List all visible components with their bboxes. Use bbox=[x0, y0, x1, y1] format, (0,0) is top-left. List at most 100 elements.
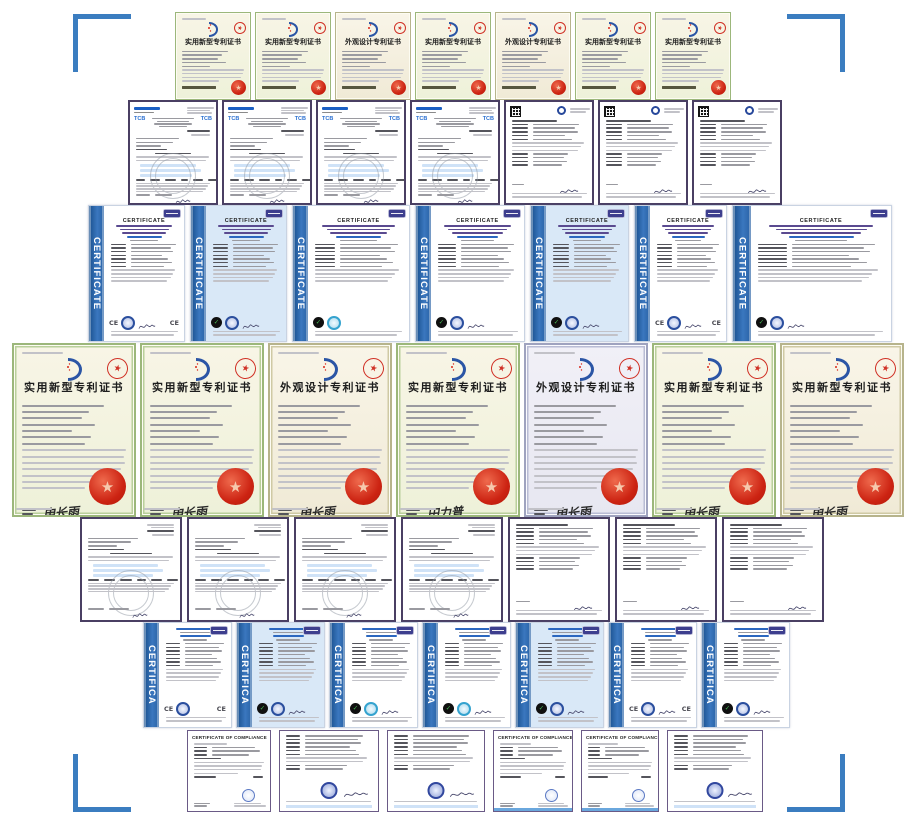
kc-certificate-thumbnail[interactable] bbox=[692, 100, 782, 205]
text-line bbox=[438, 254, 457, 257]
fields-certificate-thumbnail[interactable] bbox=[387, 730, 485, 812]
text-line bbox=[512, 120, 558, 122]
text-line bbox=[657, 265, 672, 268]
text-line bbox=[790, 423, 864, 426]
patent-title: 实用新型专利证书 bbox=[585, 36, 641, 46]
red-seal-icon: ★ bbox=[392, 20, 408, 35]
compliance-certificate-thumbnail[interactable]: CERTIFICATE OF COMPLIANCE bbox=[581, 730, 659, 812]
certificate-heading: CERTIFICATE bbox=[666, 218, 710, 224]
ce-certificate-thumbnail[interactable]: CERTIFICA CE CE bbox=[143, 622, 232, 728]
field-row bbox=[621, 530, 711, 534]
text-line bbox=[662, 18, 686, 20]
ce-certificate-thumbnail[interactable]: CERTIFICATE CERTIFICATE ✓ bbox=[530, 205, 629, 342]
text-line bbox=[758, 261, 787, 264]
field-row bbox=[510, 156, 588, 160]
tcb-certificate-thumbnail[interactable] bbox=[401, 517, 503, 622]
patent-lg-certificate-thumbnail[interactable]: ★ 实用新型专利证书 申长雨 ★ bbox=[12, 343, 136, 517]
ce-certificate-thumbnail[interactable]: CERTIFICATE CERTIFICATE ✓ bbox=[292, 205, 410, 342]
patent-lg-certificate-thumbnail[interactable]: ★ 实用新型专利证书 田力普 ★ bbox=[396, 343, 520, 517]
kc-certificate-thumbnail[interactable] bbox=[598, 100, 688, 205]
ce-certificate-thumbnail[interactable]: CERTIFICA ✓ bbox=[236, 622, 325, 728]
tcb-certificate-thumbnail[interactable]: TCB TCB bbox=[128, 100, 218, 205]
text-line bbox=[463, 661, 500, 663]
text-line bbox=[606, 134, 622, 137]
patent-lg-certificate-thumbnail[interactable]: ★ 实用新型专利证书 申长雨 ★ bbox=[780, 343, 904, 517]
tcb-certificate-thumbnail[interactable]: TCB TCB bbox=[410, 100, 500, 205]
patent-sm-certificate-thumbnail[interactable]: ★ 实用新型专利证书 ★ bbox=[415, 12, 491, 100]
text-line bbox=[324, 182, 399, 185]
kc-logo-text bbox=[662, 107, 684, 113]
patent-sm-certificate-thumbnail[interactable]: ★ 实用新型专利证书 ★ bbox=[175, 12, 251, 100]
text-line bbox=[278, 468, 378, 471]
kc-certificate-thumbnail[interactable] bbox=[722, 517, 824, 622]
text-line bbox=[647, 639, 673, 641]
tcb-certificate-thumbnail[interactable] bbox=[294, 517, 396, 622]
cnipa-logo-icon bbox=[368, 21, 378, 37]
text-line bbox=[662, 76, 722, 79]
text-line bbox=[259, 664, 273, 667]
patent-lg-certificate-thumbnail[interactable]: ★ 实用新型专利证书 申长雨 ★ bbox=[652, 343, 776, 517]
signature-scribble bbox=[680, 600, 700, 611]
text-line bbox=[623, 542, 641, 545]
text-line bbox=[437, 194, 455, 196]
text-line bbox=[573, 258, 612, 260]
field-row bbox=[192, 746, 266, 750]
text-line bbox=[516, 564, 534, 567]
ce-certificate-thumbnail[interactable]: CERTIFICATE CERTIFICATE CE CE bbox=[88, 205, 185, 342]
fields-certificate-thumbnail[interactable] bbox=[667, 730, 763, 812]
patent-sm-certificate-thumbnail[interactable]: ★ 实用新型专利证书 ★ bbox=[655, 12, 731, 100]
compliance-seal-icon bbox=[631, 788, 645, 802]
tcb-certificate-thumbnail[interactable] bbox=[80, 517, 182, 622]
tcb-certificate-thumbnail[interactable]: TCB TCB bbox=[222, 100, 312, 205]
text-line bbox=[315, 261, 336, 264]
patent-sm-certificate-thumbnail[interactable]: ★ 实用新型专利证书 ★ bbox=[575, 12, 651, 100]
field-row bbox=[536, 642, 598, 646]
text-line bbox=[302, 556, 387, 558]
patent-sm-certificate-thumbnail[interactable]: ★ 外观设计专利证书 ★ bbox=[495, 12, 571, 100]
ce-certificate-thumbnail[interactable]: CERTIFICA ✓ bbox=[701, 622, 790, 728]
ce-certificate-thumbnail[interactable]: CERTIFICA ✓ bbox=[422, 622, 511, 728]
field-row bbox=[284, 752, 374, 756]
patent-lg-certificate-thumbnail[interactable]: ★ 外观设计专利证书 申长雨 ★ bbox=[268, 343, 392, 517]
kc-certificate-thumbnail[interactable] bbox=[615, 517, 717, 622]
text-line bbox=[254, 530, 281, 532]
text-line bbox=[742, 642, 783, 645]
patent-lg-certificate-thumbnail[interactable]: ★ 实用新型专利证书 申长雨 ★ bbox=[140, 343, 264, 517]
field-row bbox=[672, 764, 758, 768]
text-line bbox=[700, 149, 766, 152]
text-line bbox=[657, 269, 718, 271]
signature-scribble bbox=[239, 607, 255, 619]
compliance-certificate-thumbnail[interactable]: CERTIFICATE OF COMPLIANCE bbox=[493, 730, 573, 812]
signature-scribble bbox=[684, 318, 702, 330]
text-line bbox=[361, 524, 388, 526]
text-line bbox=[418, 179, 428, 181]
text-line bbox=[500, 776, 521, 778]
text-line bbox=[569, 236, 605, 238]
patent-lg-certificate-thumbnail[interactable]: ★ 外观设计专利证书 申长雨 ★ bbox=[524, 343, 648, 517]
fields-certificate-thumbnail[interactable] bbox=[279, 730, 379, 812]
ce-certificate-thumbnail[interactable]: CERTIFICATE CERTIFICATE CE CE bbox=[634, 205, 727, 342]
text-line bbox=[22, 487, 85, 490]
text-line bbox=[445, 657, 459, 660]
ce-certificate-thumbnail[interactable]: CERTIFICATE CERTIFICATE ✓ bbox=[732, 205, 892, 342]
ce-certificate-thumbnail[interactable]: CERTIFICATE CERTIFICATE ✓ bbox=[190, 205, 287, 342]
compliance-certificate-thumbnail[interactable]: CERTIFICATE OF COMPLIANCE bbox=[187, 730, 271, 812]
ce-certificate-thumbnail[interactable]: CERTIFICA CE CE bbox=[608, 622, 697, 728]
ce-certificate-thumbnail[interactable]: CERTIFICA ✓ bbox=[515, 622, 604, 728]
patent-footer: 申长雨 bbox=[20, 504, 128, 515]
ce-certificate-thumbnail[interactable]: CERTIFICATE CERTIFICATE ✓ bbox=[415, 205, 525, 342]
text-line bbox=[286, 800, 371, 803]
patent-sm-certificate-thumbnail[interactable]: ★ 外观设计专利证书 ★ bbox=[335, 12, 411, 100]
text-line bbox=[130, 239, 158, 242]
text-line bbox=[166, 650, 180, 652]
text-line bbox=[631, 661, 645, 663]
patent-sm-certificate-thumbnail[interactable]: ★ 实用新型专利证书 ★ bbox=[255, 12, 331, 100]
kc-certificate-thumbnail[interactable] bbox=[504, 100, 594, 205]
kc-certificate-thumbnail[interactable] bbox=[508, 517, 610, 622]
text-line bbox=[438, 280, 505, 282]
tcb-certificate-thumbnail[interactable] bbox=[187, 517, 289, 622]
text-line bbox=[195, 537, 245, 540]
text-line bbox=[342, 61, 386, 64]
ce-certificate-thumbnail[interactable]: CERTIFICA ✓ bbox=[329, 622, 418, 728]
tcb-certificate-thumbnail[interactable]: TCB TCB bbox=[316, 100, 406, 205]
